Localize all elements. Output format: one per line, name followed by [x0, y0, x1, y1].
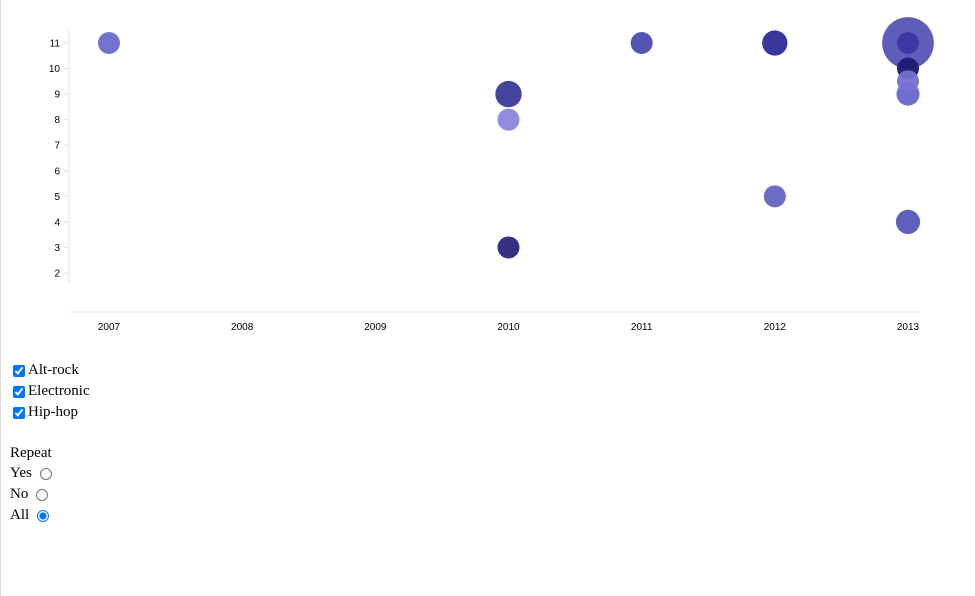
y-tick-label: 5: [54, 192, 60, 203]
y-tick-label: 7: [54, 141, 60, 152]
data-point[interactable]: [897, 32, 919, 54]
alt-rock-label: Alt-rock: [28, 362, 79, 378]
data-point[interactable]: [497, 108, 520, 131]
repeat-all-radio[interactable]: [37, 509, 50, 522]
genre-filter-electronic[interactable]: Electronic: [10, 381, 90, 402]
data-point[interactable]: [630, 32, 653, 54]
alt-rock-checkbox[interactable]: [13, 364, 25, 377]
y-axis: 2 3 4 5 6 7 8 9 10 11: [49, 30, 70, 285]
electronic-label: Electronic: [28, 383, 90, 399]
bubble-chart: 2007 2008 2009 2010 2011 2012 2013 2 3 4 5 6 7 8 9 10 1…: [49, 17, 934, 333]
x-tick-label: 2013: [897, 322, 920, 333]
repeat-yes-radio[interactable]: [39, 467, 52, 480]
data-point[interactable]: [763, 185, 786, 208]
y-tick-label: 2: [54, 269, 60, 280]
x-tick-label: 2012: [764, 322, 787, 333]
genre-filter-hip-hop[interactable]: Hip-hop: [10, 402, 90, 423]
y-tick-label: 4: [54, 217, 60, 228]
repeat-title: Repeat: [10, 445, 52, 461]
repeat-yes-label: Yes: [10, 465, 32, 481]
hip-hop-checkbox[interactable]: [13, 406, 25, 419]
hip-hop-label: Hip-hop: [28, 404, 78, 420]
x-tick-label: 2009: [364, 322, 387, 333]
data-point[interactable]: [98, 32, 120, 54]
data-point[interactable]: [762, 30, 788, 56]
data-point[interactable]: [895, 209, 921, 234]
repeat-filter: Repeat Yes No All: [10, 443, 90, 526]
repeat-option-all[interactable]: All: [10, 505, 90, 526]
y-tick-label: 9: [54, 90, 60, 101]
x-tick-label: 2008: [231, 322, 254, 333]
y-tick-label: 6: [54, 166, 60, 177]
y-tick-label: 10: [49, 64, 61, 75]
x-axis: 2007 2008 2009 2010 2011 2012 2013: [70, 311, 920, 333]
page-left-border: [0, 0, 1, 596]
repeat-no-label: No: [10, 486, 29, 502]
electronic-checkbox[interactable]: [13, 385, 25, 398]
repeat-no-radio[interactable]: [36, 488, 49, 501]
y-tick-label: 8: [54, 115, 60, 126]
data-points: [98, 17, 934, 259]
x-tick-label: 2011: [631, 322, 653, 333]
data-point[interactable]: [497, 236, 520, 259]
repeat-option-no[interactable]: No: [10, 484, 90, 505]
genre-filter-alt-rock[interactable]: Alt-rock: [10, 360, 90, 381]
y-tick-label: 11: [50, 39, 61, 50]
filter-controls: Alt-rock Electronic Hip-hop Repeat Yes N…: [10, 360, 90, 526]
data-point[interactable]: [495, 80, 522, 108]
data-point[interactable]: [897, 70, 919, 93]
x-tick-label: 2007: [98, 322, 121, 333]
repeat-option-yes[interactable]: Yes: [10, 463, 90, 484]
y-tick-label: 3: [54, 243, 60, 254]
repeat-all-label: All: [10, 507, 30, 523]
x-tick-label: 2010: [497, 322, 520, 333]
